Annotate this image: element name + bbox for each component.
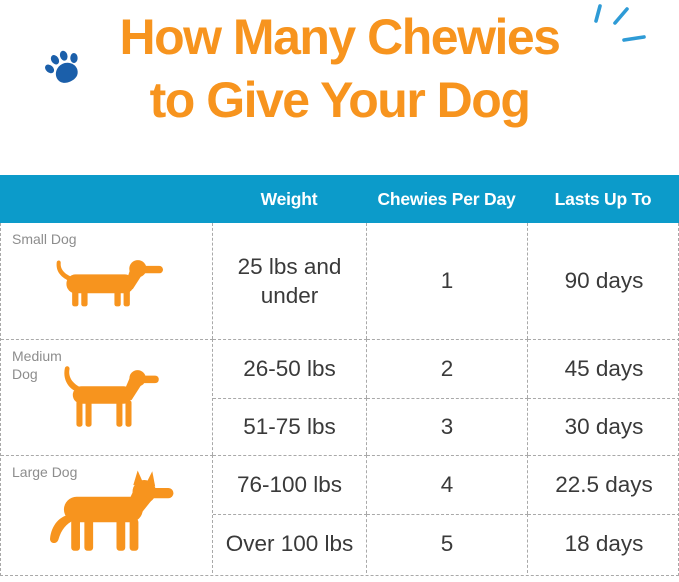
chewies-cell: 4 bbox=[367, 455, 528, 514]
weight-cell: 51-75 lbs bbox=[213, 398, 367, 455]
lasts-cell: 22.5 days bbox=[528, 455, 679, 514]
hero-section: How Many Chewies to Give Your Dog bbox=[0, 0, 679, 175]
weight-value: Over 100 lbs bbox=[225, 531, 354, 557]
chewies-cell: 1 bbox=[367, 223, 528, 339]
sparkle-icon bbox=[594, 4, 646, 42]
dog-size-label: Large Dog bbox=[12, 464, 78, 480]
husky-icon bbox=[49, 469, 173, 551]
header-cell-chewies: Chewies Per Day bbox=[377, 188, 516, 209]
dog-cell-large: Large Dog bbox=[1, 455, 213, 573]
weight-value: 26-50 lbs bbox=[243, 356, 336, 382]
weight-value: 51-75 lbs bbox=[243, 414, 336, 440]
chewies-value: 2 bbox=[440, 356, 454, 382]
dog-cell-small: Small Dog bbox=[1, 223, 213, 339]
weight-value: 25 lbs and under bbox=[237, 253, 342, 308]
lasts-value: 18 days bbox=[564, 531, 644, 557]
title-line-2: to Give Your Dog bbox=[149, 72, 531, 128]
paw-icon bbox=[45, 50, 78, 83]
weight-cell: 25 lbs and under bbox=[213, 223, 367, 339]
dog-size-label: Small Dog bbox=[12, 231, 77, 247]
header-cell-weight: Weight bbox=[260, 188, 318, 209]
table-header-row: Weight Chewies Per Day Lasts Up To bbox=[0, 175, 679, 223]
lasts-cell: 90 days bbox=[528, 223, 679, 339]
chewies-cell: 5 bbox=[367, 514, 528, 573]
lasts-cell: 18 days bbox=[528, 514, 679, 573]
dog-cell-medium: Medium Dog bbox=[1, 339, 213, 455]
chewies-value: 1 bbox=[440, 268, 454, 294]
chewies-cell: 2 bbox=[367, 339, 528, 398]
title-line-1: How Many Chewies bbox=[119, 9, 562, 65]
dosage-table: Weight Chewies Per Day Lasts Up To Small… bbox=[0, 175, 679, 576]
chewies-value: 4 bbox=[440, 472, 454, 498]
beagle-icon bbox=[63, 365, 159, 427]
table-body: Small Dog bbox=[0, 223, 679, 576]
weight-cell: 76-100 lbs bbox=[213, 455, 367, 514]
weight-value: 76-100 lbs bbox=[236, 472, 343, 498]
header-cell-lasts: Lasts Up To bbox=[554, 188, 652, 209]
dog-size-label: Medium Dog bbox=[12, 348, 62, 383]
chewies-value: 5 bbox=[440, 531, 454, 557]
chewies-value: 3 bbox=[440, 414, 454, 440]
weight-cell: 26-50 lbs bbox=[213, 339, 367, 398]
lasts-value: 45 days bbox=[564, 356, 644, 382]
lasts-cell: 30 days bbox=[528, 398, 679, 455]
weight-cell: Over 100 lbs bbox=[213, 514, 367, 573]
chewies-cell: 3 bbox=[367, 398, 528, 455]
lasts-value: 30 days bbox=[564, 414, 644, 440]
dachshund-icon bbox=[56, 260, 163, 307]
lasts-cell: 45 days bbox=[528, 339, 679, 398]
page-title: How Many Chewies to Give Your Dog bbox=[0, 6, 679, 132]
lasts-value: 90 days bbox=[564, 268, 644, 294]
lasts-value: 22.5 days bbox=[555, 472, 653, 498]
